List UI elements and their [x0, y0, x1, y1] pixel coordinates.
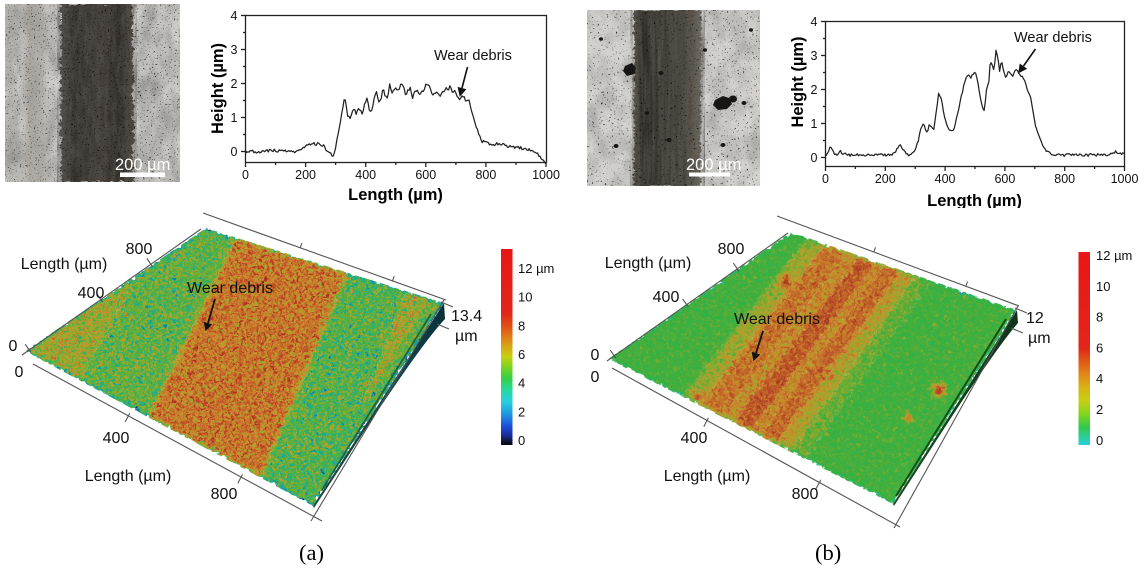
- svg-text:200: 200: [295, 168, 316, 182]
- svg-text:0: 0: [518, 433, 525, 448]
- svg-text:8: 8: [518, 318, 525, 333]
- svg-text:12 µm: 12 µm: [518, 261, 554, 276]
- svg-text:0: 0: [591, 347, 600, 364]
- svg-text:Length (µm): Length (µm): [85, 468, 172, 485]
- svg-text:Length (µm): Length (µm): [664, 468, 751, 485]
- svg-text:12: 12: [1026, 310, 1044, 327]
- svg-text:400: 400: [78, 285, 105, 302]
- svg-text:600: 600: [415, 168, 436, 182]
- svg-text:µm: µm: [455, 328, 478, 345]
- svg-text:0: 0: [1096, 433, 1103, 448]
- svg-text:Length (µm): Length (µm): [348, 186, 443, 204]
- svg-text:400: 400: [355, 168, 376, 182]
- svg-text:800: 800: [475, 168, 496, 182]
- svg-text:8: 8: [1096, 310, 1103, 325]
- svg-text:2: 2: [1096, 402, 1103, 417]
- svg-text:0: 0: [811, 151, 818, 165]
- svg-text:Wear debris: Wear debris: [187, 280, 273, 297]
- svg-text:6: 6: [1096, 340, 1103, 355]
- svg-text:1000: 1000: [1111, 172, 1139, 186]
- svg-text:400: 400: [681, 430, 708, 447]
- svg-text:4: 4: [231, 9, 238, 23]
- svg-text:Height (µm): Height (µm): [209, 43, 227, 134]
- svg-text:0: 0: [231, 145, 238, 159]
- svg-text:800: 800: [718, 241, 745, 258]
- svg-text:6: 6: [518, 347, 525, 362]
- svg-text:800: 800: [1054, 172, 1075, 186]
- svg-text:Length (µm): Length (µm): [927, 192, 1022, 208]
- svg-text:2: 2: [231, 77, 238, 91]
- svg-text:µm: µm: [1028, 330, 1051, 347]
- svg-text:13.4: 13.4: [451, 308, 482, 325]
- svg-text:3: 3: [231, 43, 238, 57]
- svg-text:200: 200: [875, 172, 896, 186]
- svg-text:10: 10: [1096, 279, 1110, 294]
- svg-text:Length (µm): Length (µm): [605, 255, 692, 272]
- svg-text:2: 2: [518, 404, 525, 419]
- svg-text:0: 0: [9, 338, 18, 355]
- svg-text:400: 400: [103, 430, 130, 447]
- svg-text:0: 0: [15, 364, 24, 381]
- svg-text:0: 0: [591, 369, 600, 386]
- svg-text:2: 2: [811, 83, 818, 97]
- svg-text:1000: 1000: [532, 168, 560, 182]
- svg-text:400: 400: [653, 289, 680, 306]
- svg-text:800: 800: [792, 486, 819, 503]
- svg-text:3: 3: [811, 49, 818, 63]
- svg-text:Wear debris: Wear debris: [734, 311, 820, 328]
- svg-text:800: 800: [126, 241, 153, 258]
- svg-text:Wear debris: Wear debris: [434, 48, 512, 64]
- svg-text:600: 600: [994, 172, 1015, 186]
- svg-text:0: 0: [242, 168, 249, 182]
- svg-text:1: 1: [231, 111, 238, 125]
- svg-text:4: 4: [1096, 371, 1103, 386]
- svg-text:1: 1: [811, 117, 818, 131]
- svg-text:10: 10: [518, 290, 532, 305]
- svg-text:Height (µm): Height (µm): [789, 36, 807, 127]
- svg-text:0: 0: [822, 172, 829, 186]
- svg-text:4: 4: [811, 15, 818, 29]
- svg-text:200 µm: 200 µm: [115, 156, 170, 174]
- svg-text:800: 800: [211, 486, 238, 503]
- svg-text:Wear debris: Wear debris: [1014, 30, 1092, 46]
- svg-text:12 µm: 12 µm: [1096, 248, 1132, 263]
- svg-text:400: 400: [935, 172, 956, 186]
- svg-text:200 µm: 200 µm: [686, 156, 741, 174]
- svg-text:4: 4: [518, 376, 525, 391]
- svg-text:Length (µm): Length (µm): [21, 256, 108, 273]
